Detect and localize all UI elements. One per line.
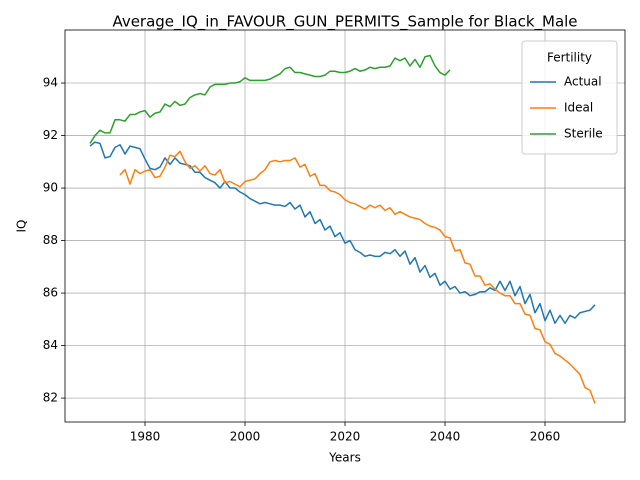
x-axis-label: Years bbox=[328, 451, 361, 465]
y-tick-label: 88 bbox=[43, 233, 58, 247]
x-tick-label: 2040 bbox=[430, 430, 461, 444]
y-tick-label: 92 bbox=[43, 128, 58, 142]
legend-title: Fertility bbox=[547, 51, 592, 65]
legend-box bbox=[521, 40, 618, 155]
y-tick-label: 94 bbox=[43, 76, 58, 90]
chart-title: Average_IQ_in_FAVOUR_GUN_PERMITS_Sample … bbox=[112, 13, 577, 32]
x-tick-label: 2000 bbox=[230, 430, 261, 444]
plot-frame bbox=[64, 29, 626, 423]
y-tick-label: 86 bbox=[43, 286, 58, 300]
x-tick-label: 1980 bbox=[130, 430, 161, 444]
y-axis-label: IQ bbox=[15, 220, 29, 233]
legend-label: Ideal bbox=[564, 101, 593, 115]
y-tick-label: 82 bbox=[43, 391, 58, 405]
legend-label: Sterile bbox=[564, 127, 603, 141]
series-line bbox=[119, 150, 596, 404]
legend-label: Actual bbox=[564, 75, 602, 89]
series-line bbox=[89, 141, 596, 325]
series-line bbox=[89, 54, 451, 144]
x-tick-label: 2020 bbox=[330, 430, 361, 444]
x-tick-label: 2060 bbox=[530, 430, 561, 444]
y-tick-label: 84 bbox=[43, 338, 58, 352]
y-tick-label: 90 bbox=[43, 181, 58, 195]
